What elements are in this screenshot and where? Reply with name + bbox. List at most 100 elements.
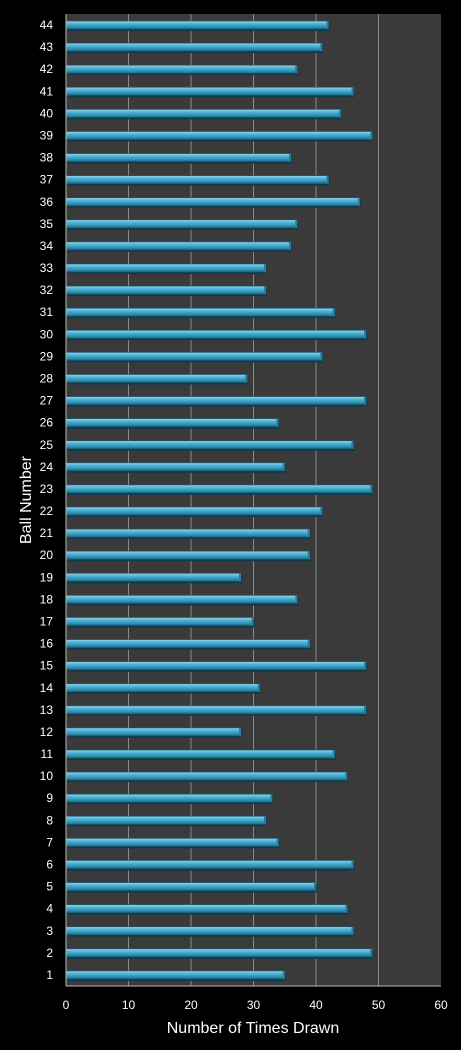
bar-18 <box>65 595 298 604</box>
bar-22 <box>65 506 323 516</box>
y-tick-16: 16 <box>40 637 54 651</box>
bar-group-25 <box>65 440 355 451</box>
bar-15 <box>65 661 367 670</box>
bar-38 <box>65 153 292 162</box>
y-tick-12: 12 <box>40 725 54 739</box>
y-tick-28: 28 <box>40 372 54 386</box>
bar-9 <box>65 793 273 803</box>
bar-group-11 <box>65 749 336 761</box>
bar-31 <box>65 307 336 317</box>
bar-group-6 <box>65 860 355 871</box>
bar-group-22 <box>65 506 324 518</box>
bar-33 <box>65 263 267 273</box>
x-tick-labels: 0 10 20 30 40 50 60 <box>63 998 448 1012</box>
y-tick-19: 19 <box>40 570 54 584</box>
bar-group-41 <box>65 87 355 98</box>
y-tick-32: 32 <box>40 283 54 297</box>
y-tick-13: 13 <box>40 703 54 717</box>
bar-cap-4 <box>345 904 348 913</box>
bar-group-35 <box>65 219 299 230</box>
bar-cap-7 <box>276 838 279 847</box>
bar-group-15 <box>65 661 367 672</box>
bar-group-39 <box>65 131 374 142</box>
bar-7 <box>65 838 279 847</box>
bar-group-18 <box>65 595 299 606</box>
bar-group-28 <box>65 374 249 385</box>
bar-cap-16 <box>307 639 310 648</box>
bar-group-4 <box>65 904 349 915</box>
bar-cap-37 <box>326 175 329 184</box>
bar-cap-40 <box>339 109 341 118</box>
y-tick-11: 11 <box>41 747 54 761</box>
bar-cap-21 <box>307 529 310 538</box>
bar-34 <box>65 241 292 251</box>
bar-cap-2 <box>370 948 373 957</box>
bar-cap-23 <box>370 484 373 493</box>
bar-group-2 <box>65 948 374 959</box>
bar-cap-25 <box>351 440 354 449</box>
bar-4 <box>65 904 348 913</box>
y-tick-7: 7 <box>46 835 53 849</box>
bar-group-24 <box>65 462 286 473</box>
bar-42 <box>65 64 298 74</box>
bar-group-21 <box>65 528 311 540</box>
bar-group-8 <box>65 816 267 827</box>
bar-28 <box>65 374 248 383</box>
y-tick-39: 39 <box>40 129 54 143</box>
bar-24 <box>65 462 286 472</box>
bar-cap-42 <box>295 65 298 74</box>
bar-cap-9 <box>270 794 273 803</box>
bar-group-17 <box>65 617 255 628</box>
bar-cap-36 <box>357 197 360 206</box>
bar-group-20 <box>65 550 311 562</box>
bar-21 <box>65 528 311 538</box>
y-tick-8: 8 <box>46 813 53 827</box>
bar-cap-19 <box>239 573 241 582</box>
bar-35 <box>65 219 298 229</box>
y-tick-18: 18 <box>40 592 54 606</box>
bar-group-16 <box>65 639 311 650</box>
y-tick-1: 1 <box>46 968 53 982</box>
x-tick-50: 50 <box>372 998 386 1012</box>
y-tick-27: 27 <box>40 394 54 408</box>
bar-3 <box>65 926 354 936</box>
y-tick-37: 37 <box>40 173 54 187</box>
bar-cap-18 <box>295 595 298 604</box>
bar-group-26 <box>65 418 280 429</box>
bar-30 <box>65 330 367 339</box>
bar-cap-30 <box>364 330 366 339</box>
bar-group-29 <box>65 352 324 363</box>
x-tick-0: 0 <box>63 998 70 1012</box>
bar-19 <box>65 573 242 582</box>
bar-6 <box>65 860 354 869</box>
y-tick-24: 24 <box>40 460 54 474</box>
bar-8 <box>65 816 267 825</box>
bar-cap-20 <box>307 551 310 560</box>
bar-cap-33 <box>264 264 266 273</box>
y-tick-43: 43 <box>40 40 54 54</box>
bar-group-27 <box>65 396 367 407</box>
x-tick-30: 30 <box>247 998 261 1012</box>
y-tick-20: 20 <box>40 548 54 562</box>
bar-group-3 <box>65 926 355 937</box>
bar-cap-22 <box>320 507 323 516</box>
bar-cap-11 <box>332 750 335 759</box>
y-tick-22: 22 <box>40 504 54 518</box>
bar-43 <box>65 42 323 52</box>
y-tick-2: 2 <box>46 946 53 960</box>
x-tick-20: 20 <box>184 998 198 1012</box>
bar-cap-32 <box>264 286 266 295</box>
bar-1 <box>65 970 286 980</box>
bar-cap-28 <box>245 374 248 383</box>
bar-group-37 <box>65 175 330 186</box>
y-tick-23: 23 <box>40 482 54 496</box>
bar-2 <box>65 948 373 958</box>
bar-17 <box>65 617 254 626</box>
bar-29 <box>65 352 323 361</box>
y-tick-6: 6 <box>46 858 53 872</box>
bar-cap-41 <box>351 87 354 96</box>
y-tick-33: 33 <box>40 261 54 275</box>
bar-group-10 <box>65 771 349 783</box>
y-tick-5: 5 <box>46 880 53 894</box>
